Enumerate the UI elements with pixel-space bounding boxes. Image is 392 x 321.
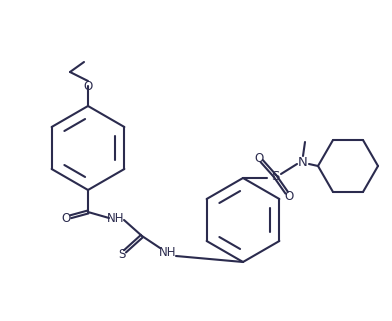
Text: S: S [271, 169, 279, 183]
Text: O: O [254, 152, 264, 164]
Text: O: O [62, 212, 71, 224]
Text: NH: NH [159, 246, 177, 258]
Text: N: N [298, 155, 308, 169]
Text: NH: NH [107, 212, 125, 224]
Text: S: S [118, 247, 126, 261]
Text: O: O [284, 189, 294, 203]
Text: O: O [83, 80, 93, 92]
